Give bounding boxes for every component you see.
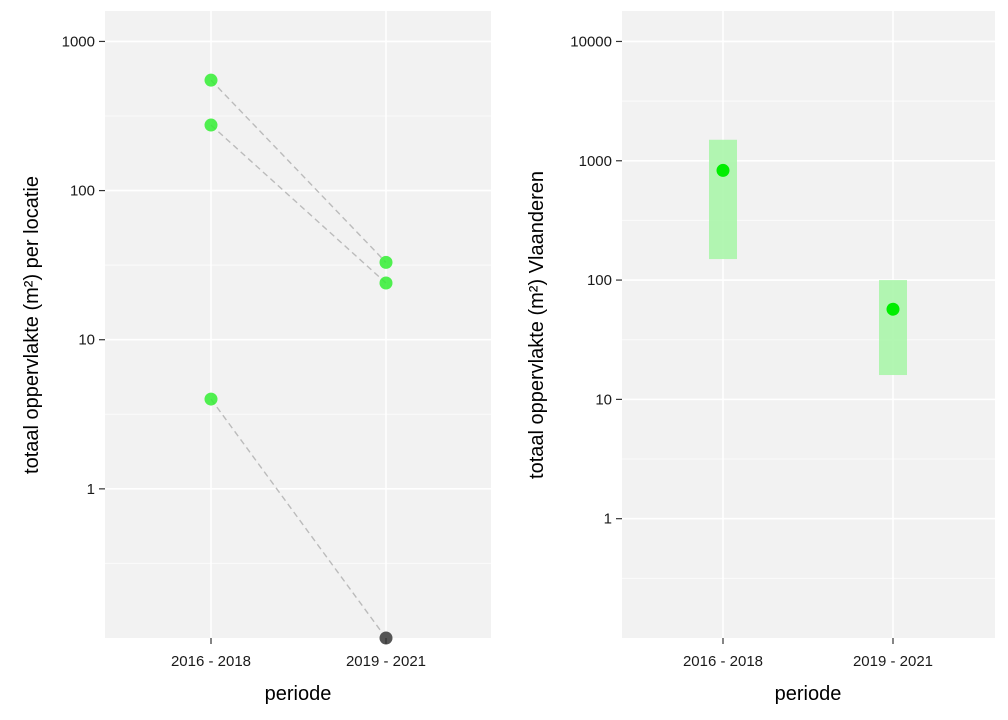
x-tick-label: 2016 - 2018 [171,653,251,670]
interval-band [709,139,737,260]
marks-right [709,139,907,376]
y-tick-label: 1000 [579,153,612,170]
data-point [204,73,218,87]
x-axis-title-right: periode [775,683,842,705]
y-tick-label: 10000 [570,33,612,50]
y-axis-title-right: totaal oppervlakte (m²) Vlaanderen [526,171,548,479]
series-connector [210,79,387,263]
interval-band [879,280,907,376]
data-point [204,392,218,406]
y-tick-label: 100 [587,272,612,289]
x-axis-right: 2016 - 2018 2019 - 2021 [683,638,933,670]
y-axis-right: 1 10 100 1000 10000 [570,33,622,528]
chart-right: 1 10 100 1000 10000 2016 - 2018 2019 - 2021 p… [526,11,995,705]
x-axis-left: 2016 - 2018 2019 - 2021 [171,638,426,670]
x-tick-label: 2016 - 2018 [683,653,763,670]
y-axis-title-left: totaal oppervlakte (m²) per locatie [21,176,43,474]
x-axis-title-left: periode [265,683,332,705]
data-point [204,118,218,132]
y-tick-label: 1000 [62,33,95,50]
x-tick-label: 2019 - 2021 [346,653,426,670]
data-point [379,255,393,269]
y-tick-label: 10 [595,391,612,408]
chart-left: 1 10 100 1000 2016 - 2018 2019 - 2021 period… [21,11,491,705]
y-tick-label: 1 [87,481,95,498]
x-tick-label: 2019 - 2021 [853,653,933,670]
plot-background-right [622,11,995,638]
plot-background-left [105,11,491,638]
y-axis-left: 1 10 100 1000 [62,33,105,498]
marks-left [204,73,393,645]
y-tick-label: 100 [70,183,95,200]
y-tick-label: 10 [78,332,95,349]
data-point [379,276,393,290]
data-point [716,163,730,177]
y-tick-label: 1 [604,511,612,528]
data-point [886,302,900,316]
grid-left [105,11,491,638]
